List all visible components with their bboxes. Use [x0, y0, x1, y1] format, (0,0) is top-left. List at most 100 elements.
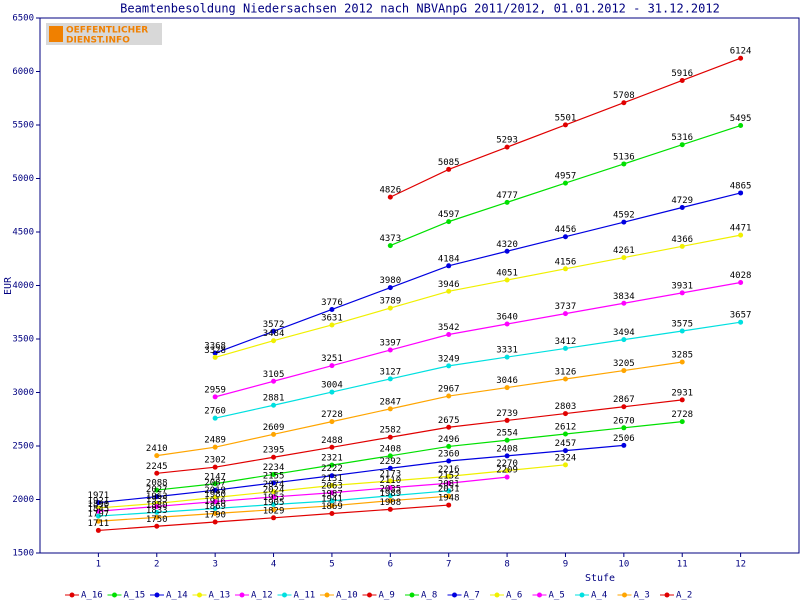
value-label: 2728	[321, 410, 343, 420]
point	[679, 397, 685, 403]
point	[329, 473, 335, 479]
point	[504, 199, 510, 205]
value-label: 1935	[146, 495, 168, 505]
value-label: 3126	[555, 368, 577, 378]
value-label: 1987	[321, 489, 343, 499]
point	[387, 347, 393, 353]
value-label: 1833	[146, 506, 168, 516]
point	[154, 503, 160, 509]
point	[95, 508, 101, 514]
value-label: 3542	[438, 323, 460, 333]
series-line	[156, 421, 683, 491]
value-label: 3631	[321, 313, 343, 323]
point	[446, 288, 452, 294]
value-label: 2410	[146, 444, 168, 454]
value-label: 4156	[555, 257, 577, 267]
point	[212, 494, 218, 500]
point	[212, 505, 218, 511]
point	[271, 494, 277, 500]
value-label: 2554	[496, 429, 518, 439]
point	[271, 480, 277, 486]
point	[621, 442, 627, 448]
value-label: 1711	[88, 519, 110, 529]
value-label: 1953	[263, 493, 285, 503]
value-label: 4957	[555, 172, 577, 182]
value-label: 3285	[671, 351, 693, 361]
logo-icon	[49, 26, 63, 42]
point	[621, 425, 627, 431]
value-label: 2739	[496, 409, 518, 419]
value-label: 2847	[379, 397, 401, 407]
value-label: 3328	[204, 346, 226, 356]
y-axis-label: EUR	[3, 276, 14, 295]
point	[387, 285, 393, 291]
value-label: 2063	[321, 481, 343, 491]
point	[329, 498, 335, 504]
series-line	[98, 476, 508, 512]
legend-label: A_12	[251, 591, 273, 600]
legend-marker	[494, 592, 500, 598]
value-label: 6124	[730, 47, 752, 57]
value-label: 4592	[613, 211, 635, 221]
value-label: 2152	[438, 472, 460, 482]
point	[271, 515, 277, 521]
point	[446, 166, 452, 172]
point	[562, 448, 568, 454]
point	[387, 506, 393, 512]
value-label: 4261	[613, 246, 635, 256]
value-label: 4597	[438, 210, 460, 220]
value-label: 1971	[88, 491, 110, 501]
point	[621, 300, 627, 306]
value-label: 2321	[321, 454, 343, 464]
point	[271, 454, 277, 460]
value-label: 2131	[321, 474, 343, 484]
legend-marker	[69, 592, 75, 598]
value-label: 1869	[321, 502, 343, 512]
point	[154, 487, 160, 493]
point	[387, 485, 393, 491]
value-label: 3789	[379, 297, 401, 307]
chart-title: Beamtenbesoldung Niedersachsen 2012 nach…	[120, 2, 720, 16]
value-label: 2209	[496, 466, 518, 476]
value-label: 3834	[613, 292, 635, 302]
value-label: 2234	[263, 463, 285, 473]
value-label: 3572	[263, 320, 285, 330]
value-label: 2728	[671, 410, 693, 420]
point	[504, 474, 510, 480]
value-label: 2147	[204, 472, 226, 482]
legend-label: A_15	[124, 591, 146, 600]
point	[212, 499, 218, 505]
point	[679, 77, 685, 83]
value-label: 2760	[204, 407, 226, 417]
point	[562, 462, 568, 468]
value-label: 1750	[146, 515, 168, 525]
x-tick-label: 6	[388, 560, 393, 570]
point	[504, 248, 510, 254]
legend-marker	[367, 592, 372, 598]
point	[212, 481, 218, 487]
point	[212, 415, 218, 421]
value-label: 1905	[263, 498, 285, 508]
legend-label: A_3	[634, 591, 650, 600]
value-label: 1948	[438, 494, 460, 504]
value-label: 5501	[555, 113, 577, 123]
value-label: 2488	[321, 436, 343, 446]
y-tick-label: 6500	[12, 14, 34, 24]
value-label: 1921	[88, 496, 110, 506]
point	[154, 494, 160, 500]
value-label: 2612	[555, 423, 577, 433]
value-label: 3004	[321, 381, 343, 391]
x-tick-label: 4	[271, 560, 276, 570]
point	[621, 100, 627, 106]
point	[621, 368, 627, 374]
legend-marker	[452, 592, 457, 598]
point	[446, 473, 452, 479]
value-label: 1790	[204, 510, 226, 520]
point	[154, 470, 160, 476]
point	[271, 471, 277, 477]
value-label: 1916	[204, 497, 226, 507]
point	[212, 354, 218, 360]
legend-label: A_4	[591, 591, 607, 600]
point	[679, 328, 685, 334]
point	[562, 266, 568, 272]
